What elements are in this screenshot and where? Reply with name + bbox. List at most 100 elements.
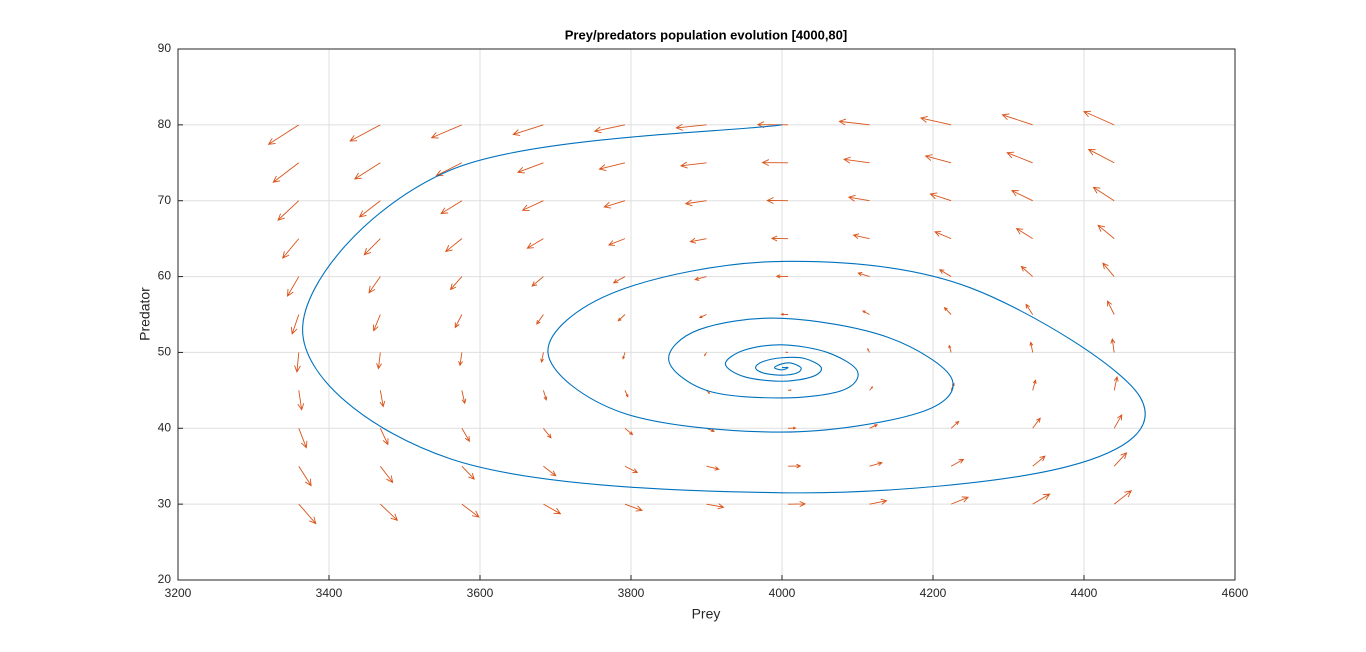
quiver-arrow <box>1110 338 1116 353</box>
quiver-arrow <box>857 272 870 278</box>
quiver-arrow <box>1029 341 1034 353</box>
x-tick-label: 3800 <box>618 586 645 600</box>
quiver-arrow <box>934 231 952 240</box>
quiver-arrow <box>379 428 389 446</box>
quiver-arrow <box>363 238 381 256</box>
x-tick-label: 3600 <box>467 586 494 600</box>
quiver-arrow <box>1032 493 1051 505</box>
quiver-arrow <box>430 124 463 139</box>
quiver-arrow <box>449 276 463 291</box>
quiver-arrow <box>867 348 870 353</box>
quiver-arrow <box>929 192 952 202</box>
quiver-arrow <box>379 390 386 408</box>
y-axis-label: Predator <box>137 287 153 341</box>
quiver-arrow <box>298 465 312 487</box>
quiver-arrow <box>603 200 626 209</box>
quiver-arrow <box>624 465 639 473</box>
quiver-arrow <box>286 276 300 297</box>
quiver-arrow <box>435 162 463 177</box>
quiver-arrow <box>540 352 544 364</box>
quiver-arrow <box>1032 455 1046 467</box>
quiver-arrow <box>458 352 463 367</box>
x-tick-label: 4600 <box>1222 586 1249 600</box>
quiver-arrow <box>358 200 381 218</box>
quiver-arrow <box>298 428 308 449</box>
quiver-arrow <box>267 124 300 145</box>
quiver-arrow <box>924 154 952 164</box>
y-tick-label: 80 <box>158 117 172 131</box>
y-tick-label: 90 <box>158 41 172 55</box>
quiver-arrow <box>272 162 300 183</box>
quiver-arrow <box>512 124 544 136</box>
quiver-arrow <box>526 238 544 249</box>
quiver-arrow <box>380 503 399 522</box>
quiver-arrow <box>297 390 305 411</box>
quiver-arrow <box>543 465 557 477</box>
quiver-arrow <box>461 428 470 443</box>
y-tick-label: 40 <box>158 420 172 434</box>
quiver-arrow <box>1010 190 1033 202</box>
quiver-arrow <box>1006 151 1033 164</box>
quiver-arrow <box>1113 375 1119 391</box>
quiver-arrow <box>624 390 629 398</box>
quiver-arrow <box>349 124 381 142</box>
quiver-arrow <box>376 352 382 370</box>
quiver-arrow <box>593 124 626 134</box>
quiver-arrow <box>869 386 874 391</box>
quiver-arrow <box>379 465 394 484</box>
quiver-arrow <box>838 118 870 126</box>
y-tick-label: 20 <box>158 572 172 586</box>
quiver-arrow <box>543 428 552 439</box>
quiver-arrow <box>353 162 381 180</box>
quiver-arrow <box>869 461 883 467</box>
quiver-arrow <box>689 237 707 244</box>
x-tick-label: 4400 <box>1071 586 1098 600</box>
quiver-arrow <box>1092 186 1115 202</box>
quiver-arrow <box>761 159 789 167</box>
quiver-arrow <box>298 503 317 525</box>
quiver-arrow <box>706 465 720 471</box>
quiver-arrow <box>461 465 475 480</box>
quiver-arrow <box>1025 303 1034 315</box>
x-tick-label: 3400 <box>316 586 343 600</box>
quiver-arrow <box>869 424 879 429</box>
quiver-arrow <box>943 306 952 315</box>
quiver-arrow <box>624 503 643 512</box>
quiver-arrow <box>461 390 467 405</box>
quiver-arrow <box>612 276 626 284</box>
quiver-arrow <box>694 276 707 281</box>
quiver-arrow <box>282 238 300 259</box>
quiver-arrow <box>679 161 707 169</box>
quiver-arrow <box>1113 452 1128 467</box>
quiver-arrow <box>869 498 888 505</box>
y-tick-label: 70 <box>158 193 172 207</box>
quiver-arrow <box>542 390 548 401</box>
quiver-arrow <box>780 312 789 316</box>
quiver-arrow <box>624 427 634 436</box>
quiver-arrow <box>1113 490 1133 505</box>
quiver-arrow <box>1113 414 1123 429</box>
quiver-arrow <box>516 162 544 174</box>
x-tick-label: 4000 <box>769 586 796 600</box>
quiver-arrow <box>788 389 792 392</box>
quiver-arrow <box>521 200 544 211</box>
quiver-arrow <box>788 463 802 469</box>
quiver-arrow <box>1087 148 1115 164</box>
quiver-arrow <box>847 194 870 202</box>
quiver-arrow <box>617 314 626 322</box>
quiver-arrow <box>1032 379 1037 391</box>
quiver-arrow <box>770 235 789 242</box>
x-tick-label: 3200 <box>165 586 192 600</box>
quiver-arrow <box>536 314 544 325</box>
quiver-arrow <box>1020 265 1033 277</box>
quiver-arrow <box>622 352 626 360</box>
trajectory-line <box>302 124 1146 494</box>
y-tick-label: 60 <box>158 269 172 283</box>
quiver-arrow <box>788 500 807 507</box>
quiver-arrow <box>950 420 960 429</box>
quiver-arrow <box>938 269 952 277</box>
quiver-arrow <box>950 496 970 505</box>
quiver-arrow <box>919 116 952 126</box>
